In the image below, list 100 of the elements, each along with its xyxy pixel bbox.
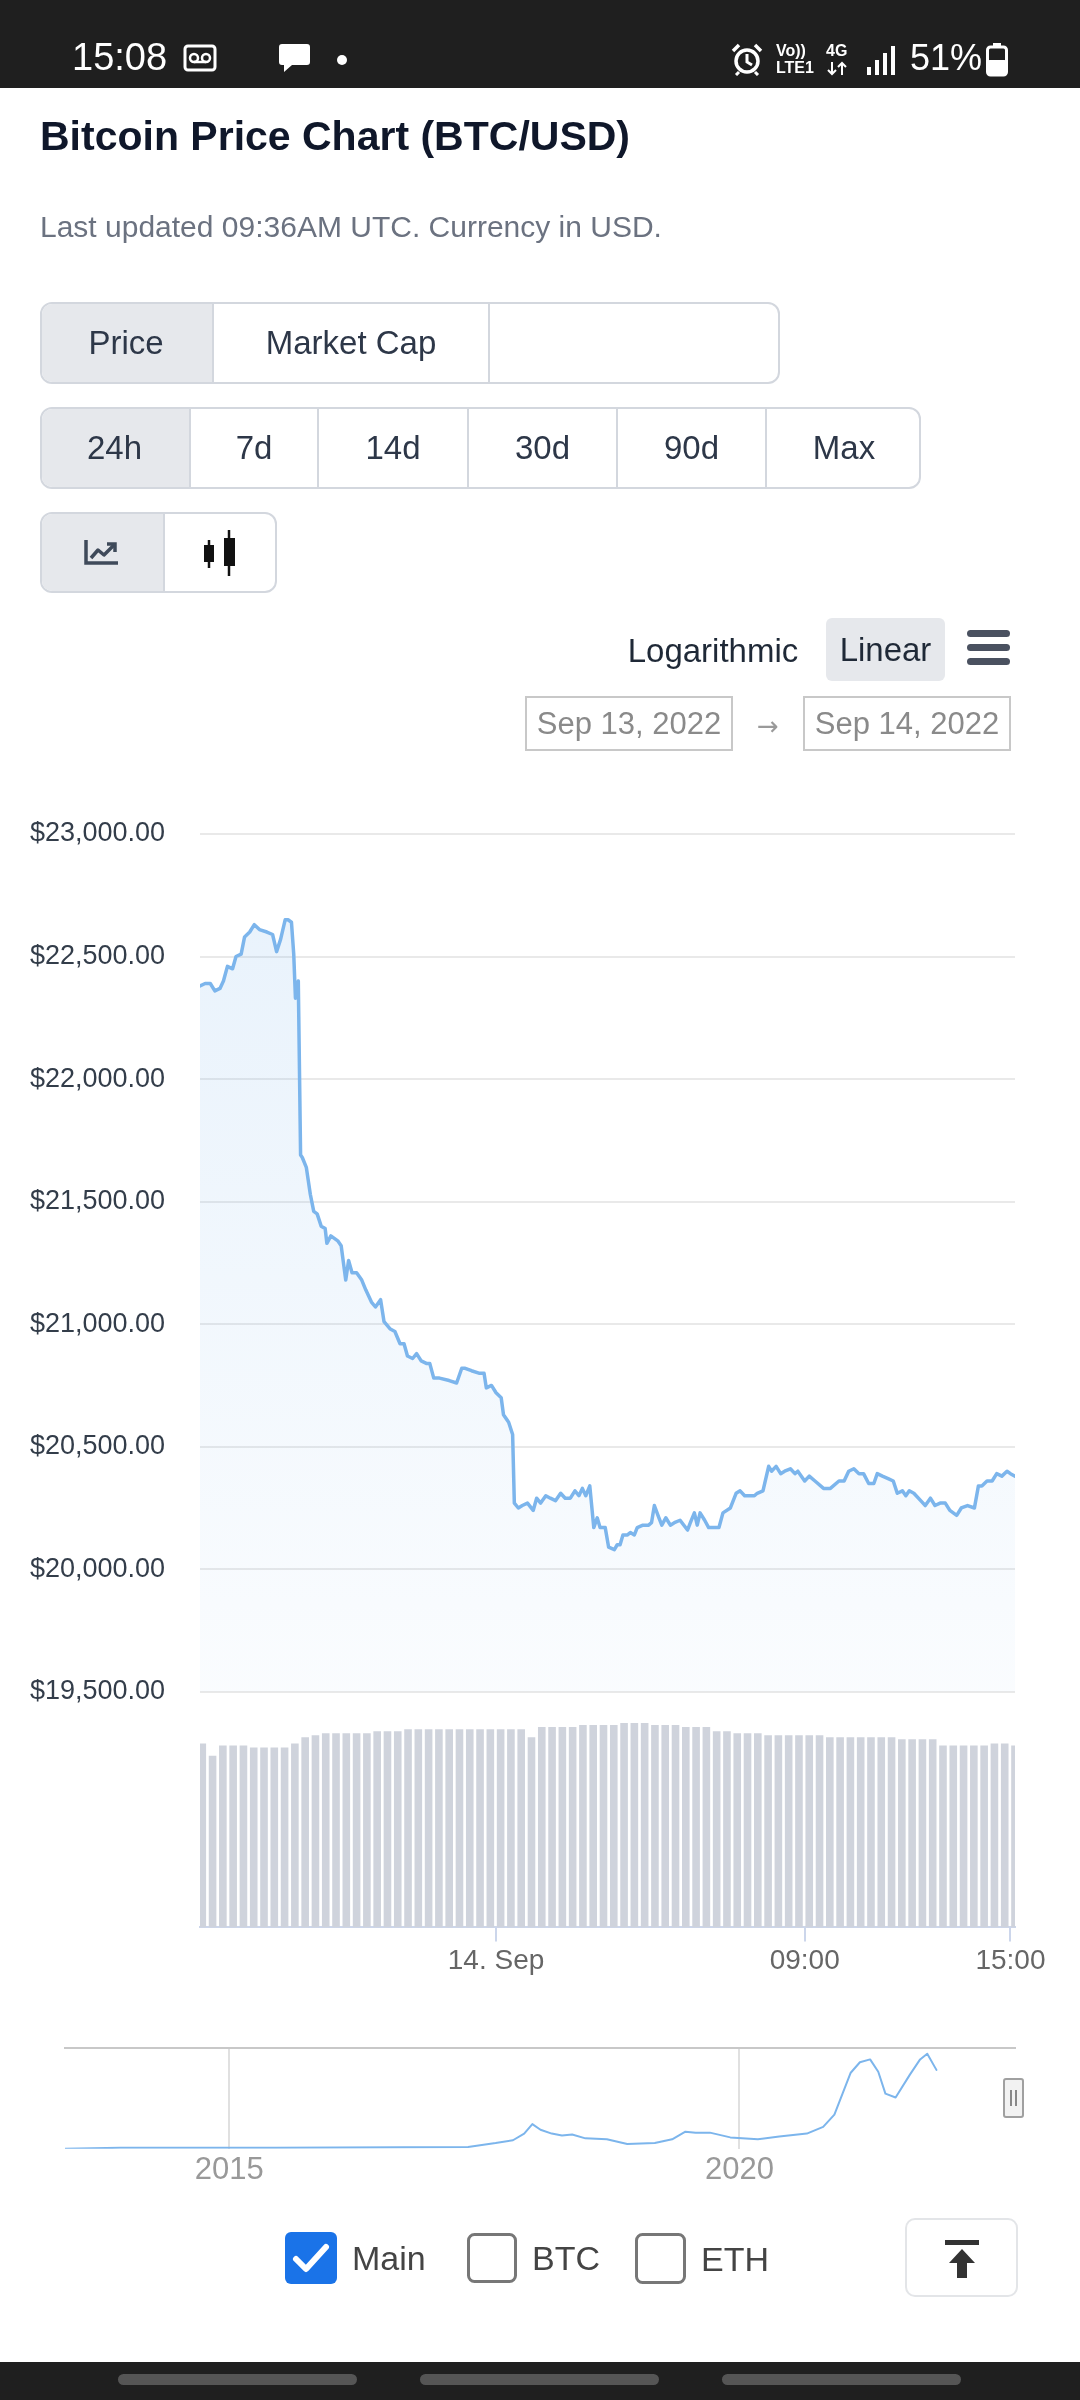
text: Vo))	[776, 42, 806, 59]
bar	[774, 1735, 783, 1928]
date-field: Sep 14, 2022	[803, 696, 1011, 751]
bar	[208, 1755, 217, 1928]
date-field: Sep 13, 2022	[525, 696, 733, 751]
bar	[754, 1733, 762, 1928]
button: Max	[765, 409, 919, 487]
x-tick-label: 14. Sep	[447, 1943, 545, 1975]
y-tick-label: $19,500.00	[30, 1675, 166, 1706]
bar	[640, 1723, 649, 1928]
y-tick-label: $23,000.00	[30, 817, 166, 848]
bar	[537, 1727, 546, 1928]
y-tick-label: $22,500.00	[30, 940, 166, 970]
button: 14d	[317, 409, 467, 487]
bar	[486, 1729, 495, 1928]
bar	[393, 1731, 402, 1928]
text: Main	[352, 2239, 426, 2277]
y-tick-label: $22,000.00	[30, 1062, 166, 1093]
chart-subtitle: Last updated 09:36AM UTC. Currency in USD.	[40, 210, 662, 243]
text: ETH	[701, 2239, 769, 2278]
button: Market Cap	[212, 304, 488, 382]
bar	[424, 1729, 433, 1928]
bar	[342, 1733, 351, 1928]
bar	[363, 1733, 371, 1928]
text: LTE1	[776, 59, 814, 76]
bar	[568, 1727, 577, 1928]
bar	[630, 1723, 639, 1928]
bar	[692, 1727, 700, 1928]
bar	[200, 1743, 207, 1928]
bar	[661, 1725, 670, 1928]
bar	[465, 1729, 474, 1928]
x-tick-label: 15:00	[975, 1943, 1046, 1975]
bar	[795, 1735, 803, 1928]
bar	[239, 1745, 248, 1928]
bar	[898, 1739, 906, 1928]
bar	[826, 1737, 834, 1928]
bar	[651, 1725, 659, 1928]
bar	[229, 1745, 237, 1928]
bar	[928, 1739, 937, 1928]
bar	[939, 1745, 947, 1928]
bar	[908, 1739, 916, 1928]
bar	[414, 1729, 423, 1928]
bar	[702, 1727, 711, 1928]
bar	[733, 1733, 742, 1928]
bar	[959, 1745, 968, 1928]
x-tick-label: 2020	[705, 2150, 774, 2186]
bar	[805, 1735, 814, 1928]
bar	[620, 1723, 628, 1928]
bar	[548, 1727, 556, 1928]
button: 30d	[467, 409, 616, 487]
button: 7d	[189, 409, 317, 487]
bar	[867, 1737, 875, 1928]
y-tick-label: $20,000.00	[30, 1552, 166, 1583]
bar	[764, 1735, 772, 1928]
y-tick-label: $20,500.00	[30, 1430, 166, 1461]
bar	[373, 1731, 381, 1928]
bar	[681, 1727, 690, 1928]
bar	[404, 1729, 412, 1928]
bar	[579, 1725, 587, 1928]
bar	[836, 1737, 844, 1928]
bar	[784, 1735, 793, 1928]
button: 24h	[42, 409, 189, 487]
bar	[712, 1731, 721, 1928]
bar	[435, 1729, 443, 1928]
bar	[455, 1729, 464, 1928]
bar	[332, 1733, 340, 1928]
bar	[260, 1747, 268, 1928]
bar	[301, 1737, 309, 1928]
bar	[321, 1733, 330, 1928]
bar	[846, 1737, 855, 1928]
bar	[558, 1727, 567, 1928]
bar	[270, 1747, 279, 1928]
bar	[949, 1745, 958, 1928]
bar	[743, 1733, 752, 1928]
chart-title: Bitcoin Price Chart (BTC/USD)	[40, 113, 630, 159]
bar	[445, 1729, 453, 1928]
bar	[352, 1733, 361, 1928]
button: Price	[42, 304, 212, 382]
bar	[496, 1729, 505, 1928]
text: 15:08	[72, 36, 168, 78]
bar	[918, 1739, 927, 1928]
bar	[383, 1731, 392, 1928]
y-tick-label: $21,500.00	[30, 1185, 166, 1216]
bar	[249, 1747, 258, 1928]
bar	[599, 1725, 608, 1928]
text: 4G	[826, 42, 848, 59]
bar	[507, 1729, 515, 1928]
bar	[280, 1747, 289, 1928]
bar	[877, 1737, 886, 1928]
bar	[219, 1745, 227, 1928]
text: →	[756, 711, 780, 741]
y-tick-label: $21,000.00	[30, 1307, 166, 1338]
bar	[527, 1737, 536, 1928]
bar	[609, 1725, 618, 1928]
text: Logarithmic	[626, 632, 800, 669]
x-tick-label: 09:00	[769, 1943, 840, 1975]
bar	[815, 1735, 824, 1928]
bar	[517, 1729, 526, 1928]
text: BTC	[532, 2239, 600, 2277]
bar	[887, 1737, 896, 1928]
